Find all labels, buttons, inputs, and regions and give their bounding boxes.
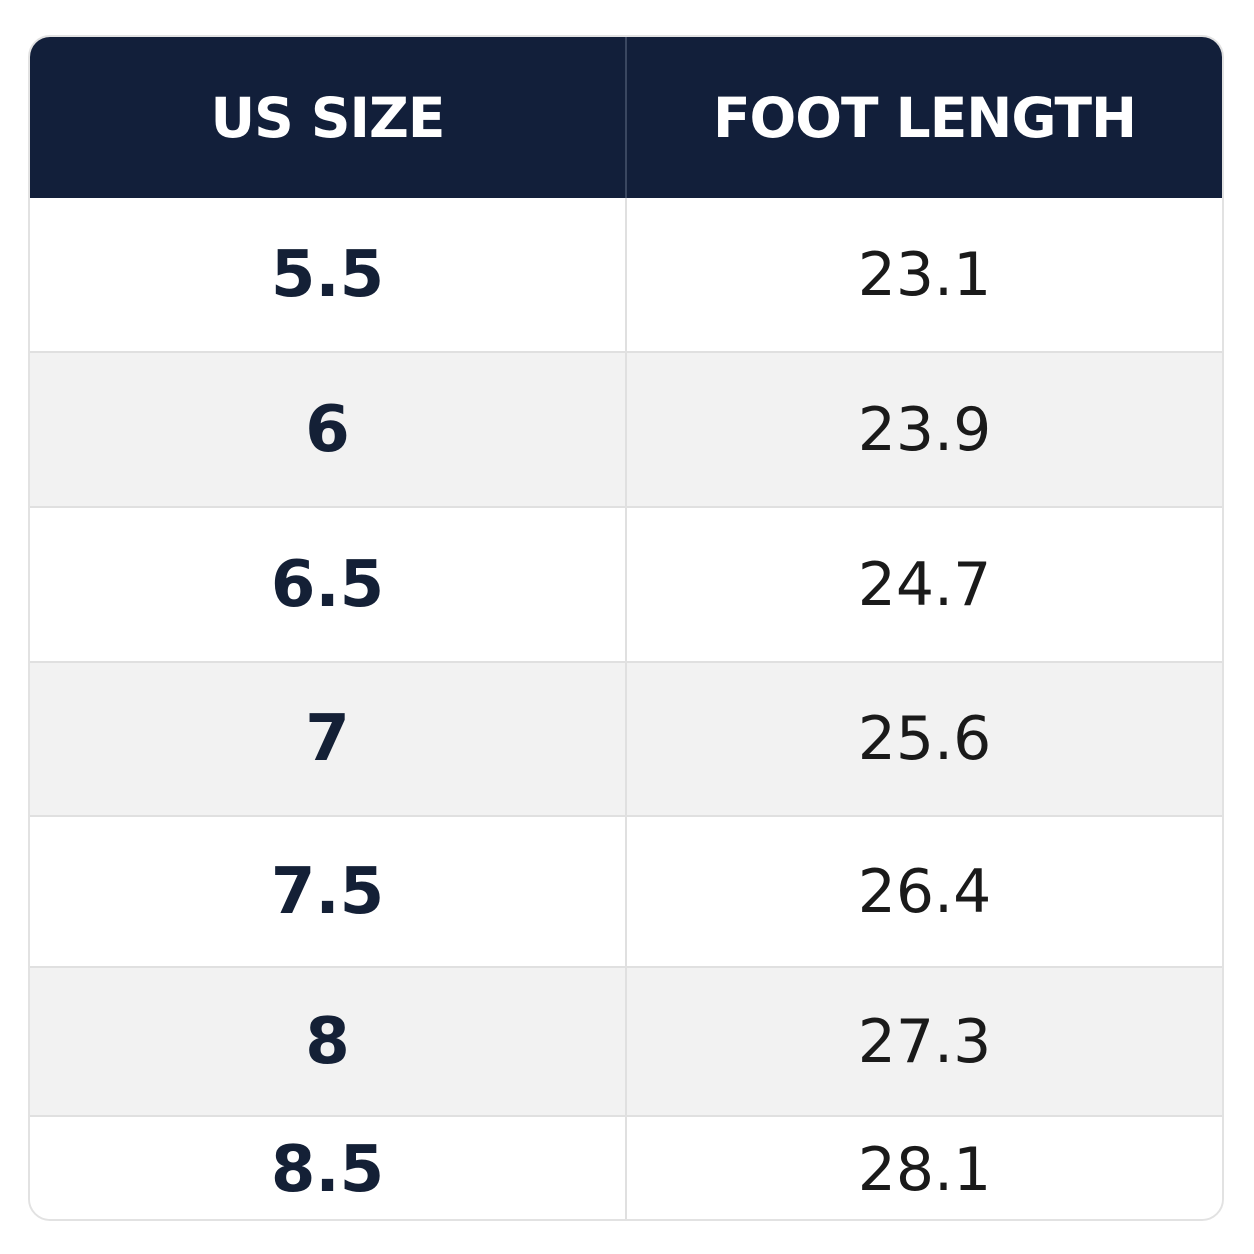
foot-length-cell: 23.1: [857, 239, 992, 310]
table-row: 8 27.3: [30, 968, 1222, 1117]
foot-length-cell: 23.9: [857, 394, 992, 465]
header-us-size: US SIZE: [30, 37, 627, 198]
table-row: 6.5 24.7: [30, 508, 1222, 663]
foot-length-cell: 26.4: [857, 856, 992, 927]
foot-length-cell: 28.1: [857, 1135, 992, 1205]
table-header-row: US SIZE FOOT LENGTH: [30, 37, 1222, 198]
us-size-cell: 7.5: [30, 817, 627, 966]
table-row: 7 25.6: [30, 663, 1222, 817]
table-row: 8.5 28.1: [30, 1117, 1222, 1219]
us-size-cell: 5.5: [30, 198, 627, 351]
us-size-cell: 8: [30, 968, 627, 1115]
header-foot-length: FOOT LENGTH: [712, 85, 1137, 150]
size-chart-table: US SIZE FOOT LENGTH 5.5 23.1 6 23.9 6.5 …: [28, 35, 1224, 1221]
table-row: 6 23.9: [30, 353, 1222, 508]
foot-length-cell: 25.6: [857, 704, 992, 774]
foot-length-cell: 27.3: [857, 1006, 992, 1077]
us-size-cell: 8.5: [30, 1117, 627, 1219]
table-row: 5.5 23.1: [30, 198, 1222, 353]
us-size-cell: 6: [30, 353, 627, 506]
foot-length-cell: 24.7: [857, 549, 992, 620]
us-size-cell: 6.5: [30, 508, 627, 661]
us-size-cell: 7: [30, 663, 627, 815]
table-row: 7.5 26.4: [30, 817, 1222, 968]
